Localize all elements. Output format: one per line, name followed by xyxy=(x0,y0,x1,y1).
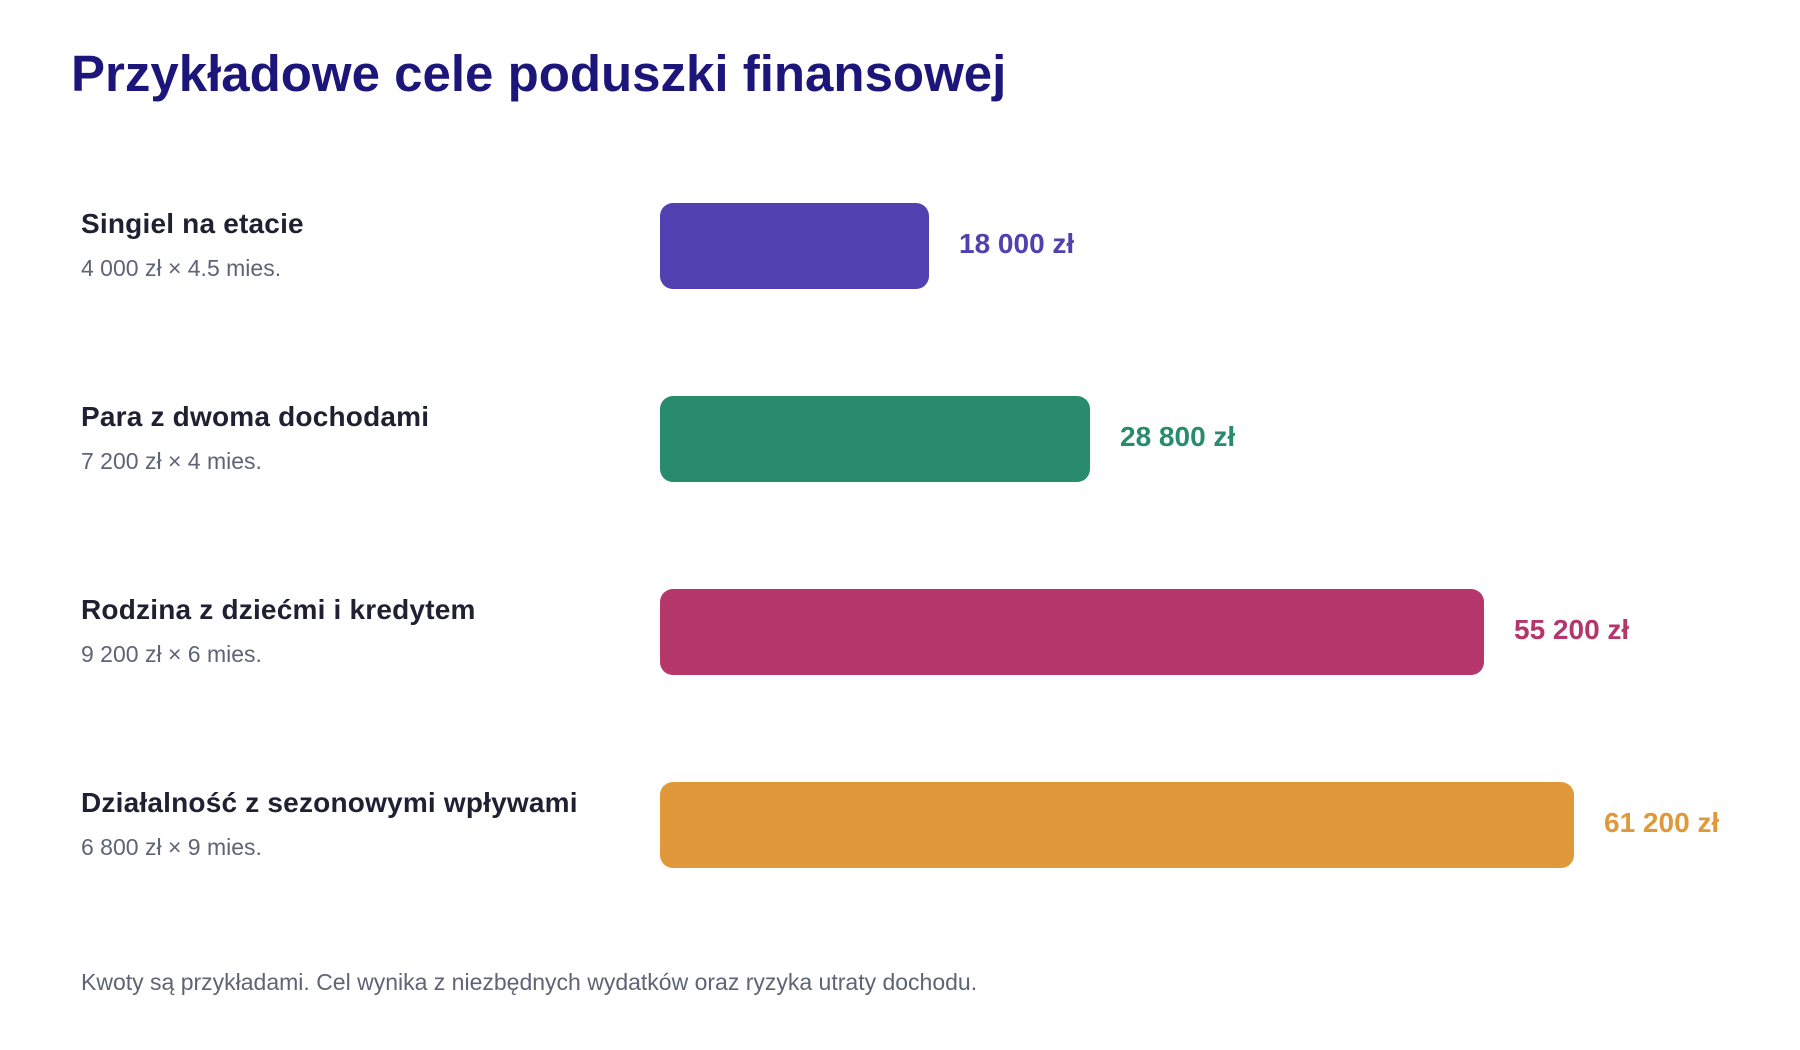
bar xyxy=(660,782,1574,868)
category-label: Działalność z sezonowymi wpływami xyxy=(81,787,578,818)
chart-row: Rodzina z dziećmi i kredytem 9 200 zł × … xyxy=(0,589,1800,699)
category-detail: 9 200 zł × 6 mies. xyxy=(81,641,262,667)
data-label: 28 800 zł xyxy=(1120,421,1236,452)
chart-title: Przykładowe cele poduszki finansowej xyxy=(71,45,1007,102)
data-label: 61 200 zł xyxy=(1604,807,1720,838)
category-label: Para z dwoma dochodami xyxy=(81,401,430,432)
category-detail: 4 000 zł × 4.5 mies. xyxy=(81,255,282,281)
category-label: Singiel na etacie xyxy=(81,208,304,239)
footnote: Kwoty są przykładami. Cel wynika z niezb… xyxy=(81,969,978,995)
chart-row: Para z dwoma dochodami 7 200 zł × 4 mies… xyxy=(0,396,1800,506)
chart-row: Działalność z sezonowymi wpływami 6 800 … xyxy=(0,782,1800,892)
chart-row: Singiel na etacie 4 000 zł × 4.5 mies. 1… xyxy=(0,203,1800,313)
data-label: 18 000 zł xyxy=(959,228,1075,259)
category-label: Rodzina z dziećmi i kredytem xyxy=(81,594,476,625)
category-detail: 7 200 zł × 4 mies. xyxy=(81,448,262,474)
bar xyxy=(660,396,1090,482)
bar xyxy=(660,589,1484,675)
data-label: 55 200 zł xyxy=(1514,614,1630,645)
category-detail: 6 800 zł × 9 mies. xyxy=(81,834,262,860)
bar xyxy=(660,203,929,289)
